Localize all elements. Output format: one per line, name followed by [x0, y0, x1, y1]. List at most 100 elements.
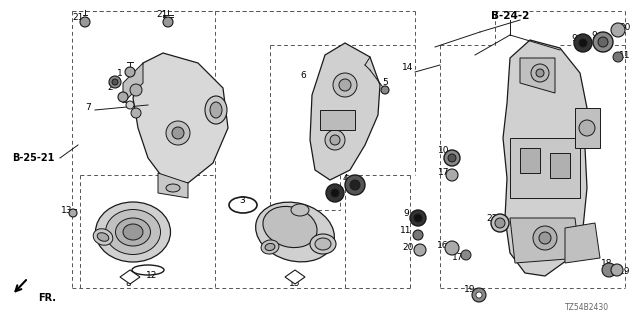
Text: B-25-21: B-25-21	[12, 153, 54, 163]
Ellipse shape	[255, 202, 334, 262]
Circle shape	[598, 37, 608, 47]
Ellipse shape	[106, 210, 161, 254]
Ellipse shape	[115, 218, 150, 246]
Text: 19: 19	[464, 285, 476, 294]
Circle shape	[345, 175, 365, 195]
Polygon shape	[520, 58, 555, 93]
Ellipse shape	[265, 244, 275, 251]
Circle shape	[536, 69, 544, 77]
Ellipse shape	[205, 96, 227, 124]
Text: 1: 1	[123, 95, 129, 105]
Polygon shape	[510, 218, 580, 263]
Ellipse shape	[93, 229, 113, 245]
Text: 11: 11	[400, 226, 412, 235]
Polygon shape	[520, 148, 540, 173]
Text: 4: 4	[342, 173, 348, 182]
Text: 13: 13	[61, 205, 73, 214]
Text: 20: 20	[620, 22, 630, 31]
Circle shape	[126, 101, 134, 109]
Circle shape	[381, 86, 389, 94]
Text: 18: 18	[601, 259, 612, 268]
Circle shape	[495, 218, 505, 228]
Circle shape	[472, 288, 486, 302]
Text: 1: 1	[117, 68, 123, 77]
Text: 2: 2	[107, 83, 113, 92]
Circle shape	[579, 120, 595, 136]
Circle shape	[80, 17, 90, 27]
Text: 22: 22	[486, 213, 498, 222]
Text: 21: 21	[156, 10, 168, 19]
Polygon shape	[133, 53, 228, 183]
Text: 10: 10	[438, 146, 450, 155]
Polygon shape	[565, 223, 600, 263]
Text: 14: 14	[403, 62, 413, 71]
Text: 11: 11	[620, 51, 631, 60]
Circle shape	[444, 150, 460, 166]
Text: 7: 7	[85, 102, 91, 111]
Circle shape	[331, 189, 339, 197]
Circle shape	[130, 84, 142, 96]
Circle shape	[69, 209, 77, 217]
Circle shape	[410, 210, 426, 226]
Circle shape	[579, 39, 587, 47]
Text: 19: 19	[620, 268, 631, 276]
Polygon shape	[510, 138, 580, 198]
Circle shape	[413, 230, 423, 240]
Polygon shape	[123, 63, 143, 103]
Ellipse shape	[123, 224, 143, 240]
Text: 5: 5	[382, 77, 388, 86]
Ellipse shape	[166, 184, 180, 192]
Ellipse shape	[210, 102, 222, 118]
Ellipse shape	[291, 204, 309, 216]
Circle shape	[326, 184, 344, 202]
Text: TZ54B2430: TZ54B2430	[565, 303, 609, 313]
Circle shape	[112, 79, 118, 85]
Text: 6: 6	[300, 70, 306, 79]
Text: 3: 3	[239, 196, 245, 204]
Text: 21: 21	[72, 12, 84, 21]
Ellipse shape	[310, 234, 336, 254]
Circle shape	[602, 263, 616, 277]
Text: B-24-2: B-24-2	[491, 11, 529, 21]
Text: 17: 17	[438, 167, 450, 177]
Polygon shape	[120, 270, 140, 284]
Polygon shape	[158, 173, 188, 198]
Circle shape	[109, 76, 121, 88]
Text: 16: 16	[437, 241, 449, 250]
Circle shape	[613, 52, 623, 62]
Polygon shape	[503, 40, 587, 276]
Circle shape	[611, 264, 623, 276]
Circle shape	[539, 232, 551, 244]
Circle shape	[574, 34, 592, 52]
Circle shape	[446, 169, 458, 181]
Circle shape	[531, 64, 549, 82]
Circle shape	[163, 17, 173, 27]
Circle shape	[533, 226, 557, 250]
Circle shape	[330, 135, 340, 145]
Ellipse shape	[261, 240, 279, 254]
Circle shape	[339, 79, 351, 91]
Text: 9: 9	[591, 30, 597, 39]
Circle shape	[414, 214, 422, 222]
Text: 17: 17	[452, 252, 464, 261]
Circle shape	[125, 67, 135, 77]
Text: 12: 12	[147, 270, 157, 279]
Text: FR.: FR.	[38, 293, 56, 303]
Polygon shape	[310, 43, 380, 180]
Circle shape	[593, 32, 613, 52]
Circle shape	[461, 250, 471, 260]
Circle shape	[118, 92, 128, 102]
Ellipse shape	[97, 233, 109, 241]
Circle shape	[350, 180, 360, 190]
Circle shape	[172, 127, 184, 139]
Ellipse shape	[263, 206, 317, 248]
Polygon shape	[285, 270, 305, 284]
Ellipse shape	[95, 202, 170, 262]
Circle shape	[491, 214, 509, 232]
Polygon shape	[320, 110, 355, 130]
Text: 15: 15	[289, 278, 301, 287]
Ellipse shape	[315, 238, 331, 250]
Text: 9: 9	[403, 209, 409, 218]
Polygon shape	[575, 108, 600, 148]
Circle shape	[325, 130, 345, 150]
